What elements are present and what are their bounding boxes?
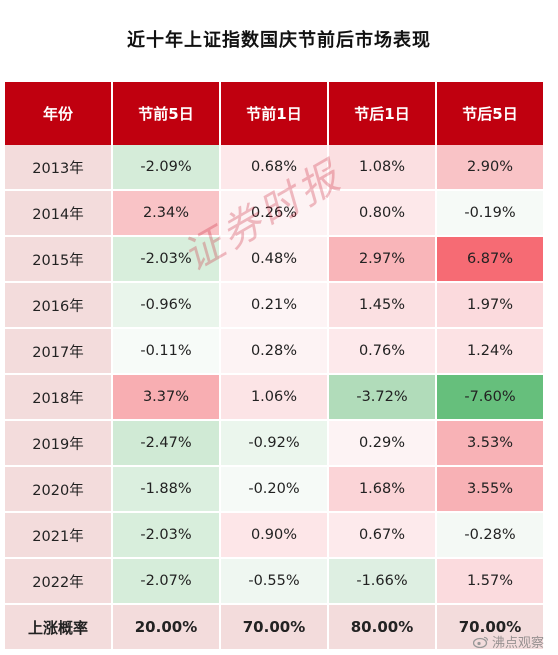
value-cell: 0.90% bbox=[221, 513, 327, 559]
value-cell: 1.57% bbox=[437, 559, 543, 605]
value-cell: 0.67% bbox=[329, 513, 435, 559]
value-cell: 0.28% bbox=[221, 329, 327, 375]
value-cell: 1.06% bbox=[221, 375, 327, 421]
value-cell: 1.24% bbox=[437, 329, 543, 375]
value-cell: -0.11% bbox=[113, 329, 219, 375]
table-row: 2019年 -2.47% -0.92% 0.29% 3.53% bbox=[5, 421, 543, 467]
header-row: 年份 节前5日 节前1日 节后1日 节后5日 bbox=[5, 82, 543, 145]
value-cell: 3.53% bbox=[437, 421, 543, 467]
value-cell: 1.68% bbox=[329, 467, 435, 513]
value-cell: -2.09% bbox=[113, 145, 219, 191]
header-pre-5: 节前5日 bbox=[113, 82, 219, 145]
value-cell: -0.96% bbox=[113, 283, 219, 329]
value-cell: 1.08% bbox=[329, 145, 435, 191]
table-row: 2014年 2.34% 0.26% 0.80% -0.19% bbox=[5, 191, 543, 237]
value-cell: -0.28% bbox=[437, 513, 543, 559]
value-cell: 2.90% bbox=[437, 145, 543, 191]
value-cell: 0.80% bbox=[329, 191, 435, 237]
value-cell: 3.37% bbox=[113, 375, 219, 421]
value-cell: -0.20% bbox=[221, 467, 327, 513]
table-row: 2021年 -2.03% 0.90% 0.67% -0.28% bbox=[5, 513, 543, 559]
value-cell: 6.87% bbox=[437, 237, 543, 283]
table-row: 2018年 3.37% 1.06% -3.72% -7.60% bbox=[5, 375, 543, 421]
year-cell: 2018年 bbox=[5, 375, 111, 421]
footer-value: 20.00% bbox=[113, 605, 219, 651]
value-cell: 0.26% bbox=[221, 191, 327, 237]
footer-row: 上涨概率 20.00% 70.00% 80.00% 70.00% bbox=[5, 605, 543, 651]
value-cell: -0.92% bbox=[221, 421, 327, 467]
value-cell: -0.55% bbox=[221, 559, 327, 605]
value-cell: -7.60% bbox=[437, 375, 543, 421]
value-cell: -2.47% bbox=[113, 421, 219, 467]
value-cell: 2.97% bbox=[329, 237, 435, 283]
value-cell: -2.03% bbox=[113, 513, 219, 559]
footer-value: 70.00% bbox=[437, 605, 543, 651]
year-cell: 2020年 bbox=[5, 467, 111, 513]
table-row: 2022年 -2.07% -0.55% -1.66% 1.57% bbox=[5, 559, 543, 605]
header-year: 年份 bbox=[5, 82, 111, 145]
source-credit: 沸点观察 bbox=[472, 632, 544, 651]
value-cell: 2.34% bbox=[113, 191, 219, 237]
year-cell: 2013年 bbox=[5, 145, 111, 191]
year-cell: 2016年 bbox=[5, 283, 111, 329]
footer-value: 80.00% bbox=[329, 605, 435, 651]
value-cell: -0.19% bbox=[437, 191, 543, 237]
footer-value: 70.00% bbox=[221, 605, 327, 651]
weibo-icon bbox=[472, 636, 489, 648]
page-title: 近十年上证指数国庆节前后市场表现 bbox=[127, 30, 431, 51]
value-cell: -1.66% bbox=[329, 559, 435, 605]
year-cell: 2014年 bbox=[5, 191, 111, 237]
value-cell: 0.76% bbox=[329, 329, 435, 375]
year-cell: 2022年 bbox=[5, 559, 111, 605]
credit-text: 沸点观察 bbox=[491, 636, 544, 651]
value-cell: -1.88% bbox=[113, 467, 219, 513]
table-row: 2015年 -2.03% 0.48% 2.97% 6.87% bbox=[5, 237, 543, 283]
table-row: 2020年 -1.88% -0.20% 1.68% 3.55% bbox=[5, 467, 543, 513]
year-cell: 2017年 bbox=[5, 329, 111, 375]
table-row: 2017年 -0.11% 0.28% 0.76% 1.24% bbox=[5, 329, 543, 375]
value-cell: 1.45% bbox=[329, 283, 435, 329]
value-cell: 0.29% bbox=[329, 421, 435, 467]
table-row: 2016年 -0.96% 0.21% 1.45% 1.97% bbox=[5, 283, 543, 329]
table-body: 2013年 -2.09% 0.68% 1.08% 2.90% 2014年 2.34% 0.26… bbox=[5, 145, 543, 605]
value-cell: 0.68% bbox=[221, 145, 327, 191]
year-cell: 2021年 bbox=[5, 513, 111, 559]
market-table: 年份 节前5日 节前1日 节后1日 节后5日 2013年 -2.09% 0.68% 1… bbox=[3, 82, 545, 651]
header-post-5: 节后5日 bbox=[437, 82, 543, 145]
year-cell: 2015年 bbox=[5, 237, 111, 283]
value-cell: 3.55% bbox=[437, 467, 543, 513]
header-post-1: 节后1日 bbox=[329, 82, 435, 145]
value-cell: -3.72% bbox=[329, 375, 435, 421]
value-cell: 0.21% bbox=[221, 283, 327, 329]
value-cell: -2.07% bbox=[113, 559, 219, 605]
year-cell: 2019年 bbox=[5, 421, 111, 467]
footer-label: 上涨概率 bbox=[5, 605, 111, 651]
table-row: 2013年 -2.09% 0.68% 1.08% 2.90% bbox=[5, 145, 543, 191]
value-cell: 0.48% bbox=[221, 237, 327, 283]
header-pre-1: 节前1日 bbox=[221, 82, 327, 145]
value-cell: -2.03% bbox=[113, 237, 219, 283]
value-cell: 1.97% bbox=[437, 283, 543, 329]
